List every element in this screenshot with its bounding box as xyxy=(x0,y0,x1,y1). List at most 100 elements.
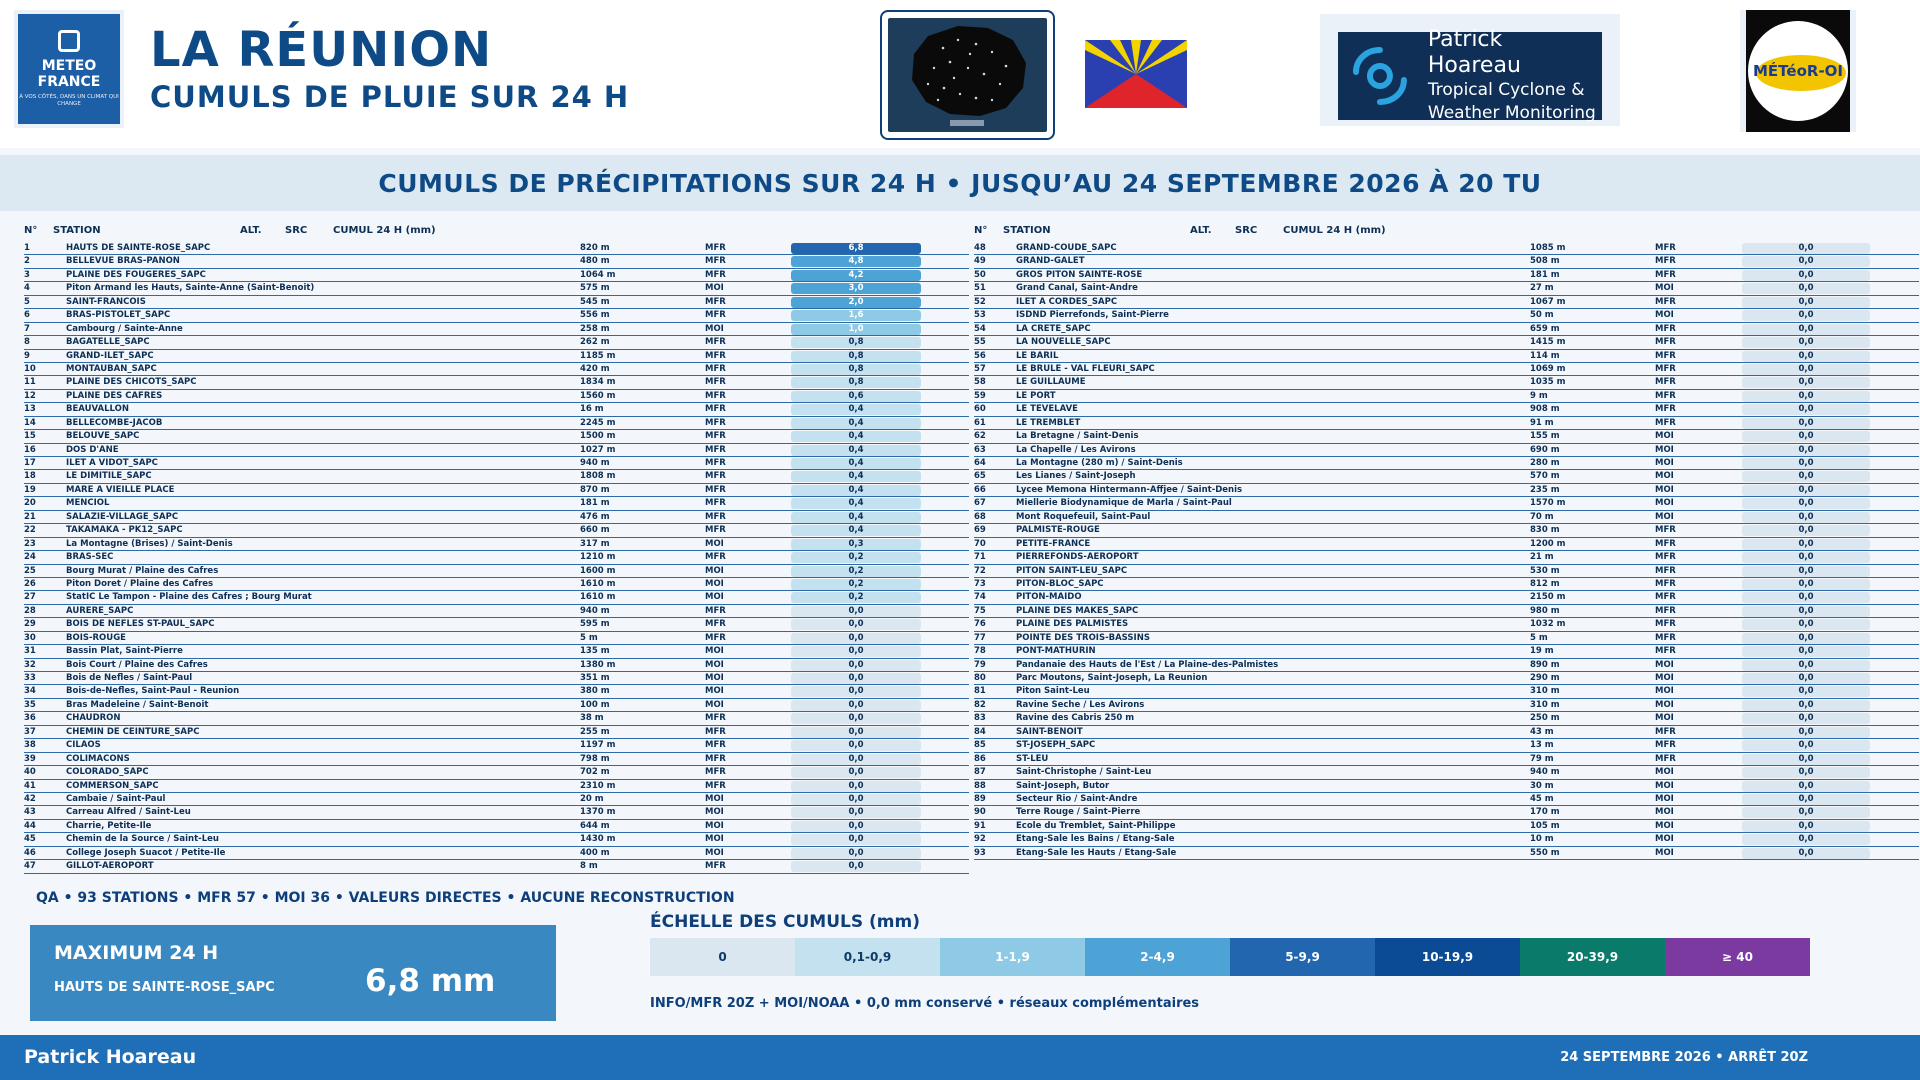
station-name: Mont Roquefeuil, Saint-Paul xyxy=(1016,511,1151,522)
station-number: 18 xyxy=(24,471,36,482)
station-source: MOI xyxy=(1655,793,1674,804)
cumul-value: 0,0 xyxy=(1742,780,1870,792)
station-number: 69 xyxy=(974,525,986,536)
station-number: 33 xyxy=(24,673,36,683)
cumul-value: 0,4 xyxy=(791,404,921,416)
cumul-value: 0,0 xyxy=(1742,699,1870,711)
station-number: 66 xyxy=(974,484,986,495)
station-name: ST-JOSEPH_SAPC xyxy=(1016,740,1096,751)
cumul-value: 0,0 xyxy=(1742,753,1870,765)
cumul-value: 0,0 xyxy=(791,646,921,658)
ph-logo-name: Patrick Hoareau xyxy=(1427,27,1521,78)
station-number: 17 xyxy=(24,458,36,468)
table-row: 5 SAINT-FRANCOIS 545 m MFR 2,0 xyxy=(24,296,969,310)
station-number: 16 xyxy=(24,444,36,455)
station-name: PLAINE DES MAKES_SAPC xyxy=(1016,605,1139,616)
table-row: 44 Charrie, Petite-Ile 644 m MOI 0,0 xyxy=(24,820,969,834)
station-number: 88 xyxy=(974,780,986,791)
cumul-value: 0,0 xyxy=(791,847,921,859)
cumul-value: 0,0 xyxy=(1742,269,1870,281)
cumul-value: 0,0 xyxy=(1742,323,1870,335)
station-altitude: 38 m xyxy=(580,713,604,724)
table-row: 80 Parc Moutons, Saint-Joseph, La Reunion… xyxy=(974,672,1919,686)
station-name: CHEMIN DE CEINTURE_SAPC xyxy=(66,726,200,737)
col-header-cumul: CUMUL 24 H (mm) xyxy=(333,225,436,236)
page-title: LA RÉUNION xyxy=(150,22,493,78)
station-number: 56 xyxy=(974,350,986,361)
table-row: 88 Saint-Joseph, Butor 30 m MOI 0,0 xyxy=(974,780,1919,793)
station-altitude: 27 m xyxy=(1530,283,1554,294)
station-number: 46 xyxy=(24,847,36,858)
station-number: 15 xyxy=(24,431,36,442)
station-source: MFR xyxy=(705,753,726,764)
cumul-value: 0,0 xyxy=(791,740,921,752)
station-source: MOI xyxy=(1655,834,1674,845)
station-name: GRAND-GALET xyxy=(1016,256,1085,267)
station-altitude: 16 m xyxy=(580,404,604,415)
station-altitude: 235 m xyxy=(1530,484,1560,495)
station-number: 86 xyxy=(974,753,986,764)
station-number: 1 xyxy=(24,243,30,253)
station-source: MFR xyxy=(705,767,726,778)
cumul-value: 0,0 xyxy=(791,713,921,725)
table-row: 92 Etang-Sale les Bains / Etang-Sale 10 m M… xyxy=(974,833,1919,847)
station-altitude: 400 m xyxy=(580,847,610,858)
station-name: Ecole du Tremblet, Saint-Philippe xyxy=(1016,820,1176,831)
cumul-value: 0,0 xyxy=(1742,458,1870,469)
cumul-value: 0,8 xyxy=(791,377,921,389)
table-row: 9 GRAND-ILET_SAPC 1185 m MFR 0,8 xyxy=(24,350,969,363)
col-header-alt: ALT. xyxy=(1190,225,1212,236)
station-source: MOI xyxy=(705,592,724,603)
station-source: MFR xyxy=(705,256,726,267)
station-number: 42 xyxy=(24,793,36,804)
station-name: MONTAUBAN_SAPC xyxy=(66,363,157,374)
table-row: 63 La Chapelle / Les Avirons 690 m MOI 0,0 xyxy=(974,444,1919,457)
scale-swatch: 1-1,9 xyxy=(940,938,1085,976)
cumul-value: 0,4 xyxy=(791,431,921,443)
station-altitude: 890 m xyxy=(1530,659,1560,670)
station-altitude: 5 m xyxy=(580,632,598,643)
station-name: Piton Saint-Leu xyxy=(1016,686,1090,697)
table-row: 31 Bassin Plat, Saint-Pierre 135 m MOI 0,0 xyxy=(24,645,969,659)
station-altitude: 545 m xyxy=(580,296,610,307)
station-name: ILET A CORDES_SAPC xyxy=(1016,296,1118,307)
station-number: 3 xyxy=(24,269,30,280)
station-source: MOI xyxy=(1655,310,1674,321)
station-source: MOI xyxy=(1655,767,1674,778)
station-source: MOI xyxy=(1655,431,1674,442)
station-name: Piton Doret / Plaine des Cafres xyxy=(66,578,214,589)
station-name: SALAZIE-VILLAGE_SAPC xyxy=(66,511,179,522)
station-source: MOI xyxy=(705,646,724,657)
station-source: MOI xyxy=(1655,820,1674,831)
station-number: 71 xyxy=(974,552,986,563)
station-number: 53 xyxy=(974,310,986,321)
station-source: MOI xyxy=(705,565,724,576)
station-name: Etang-Sale les Bains / Etang-Sale xyxy=(1016,834,1175,845)
table-row: 47 GILLOT-AEROPORT 8 m MFR 0,0 xyxy=(24,860,969,874)
table-row: 82 Ravine Seche / Les Avirons 310 m MOI 0,0 xyxy=(974,699,1919,713)
cumul-value: 0,0 xyxy=(791,659,921,671)
cumul-value: 0,0 xyxy=(1742,592,1870,604)
station-source: MFR xyxy=(1655,350,1676,361)
station-source: MOI xyxy=(705,323,724,334)
station-altitude: 317 m xyxy=(580,538,610,549)
station-name: GRAND-ILET_SAPC xyxy=(66,350,154,361)
station-source: MOI xyxy=(705,793,724,804)
station-source: MFR xyxy=(705,310,726,321)
table-row: 87 Saint-Christophe / Saint-Leu 940 m MOI 0,… xyxy=(974,766,1919,780)
station-number: 47 xyxy=(24,861,36,872)
table-row: 15 BELOUVE_SAPC 1500 m MFR 0,4 xyxy=(24,430,969,444)
station-altitude: 1610 m xyxy=(580,578,616,589)
station-source: MOI xyxy=(1655,699,1674,710)
station-number: 24 xyxy=(24,552,36,563)
cumul-value: 0,0 xyxy=(1742,511,1870,523)
station-altitude: 908 m xyxy=(1530,404,1560,415)
station-name: GROS PITON SAINTE-ROSE xyxy=(1016,269,1143,280)
cumul-value: 0,0 xyxy=(1742,283,1870,295)
table-row: 62 La Bretagne / Saint-Denis 155 m MOI 0,0 xyxy=(974,430,1919,444)
station-altitude: 50 m xyxy=(1530,310,1554,321)
meteo-france-logo: METEO FRANCE À VOS CÔTÉS, DANS UN CLIMAT… xyxy=(14,10,124,128)
station-altitude: 1027 m xyxy=(580,444,616,455)
cumul-value: 0,4 xyxy=(791,498,921,510)
table-row: 14 BELLECOMBE-JACOB 2245 m MFR 0,4 xyxy=(24,417,969,431)
